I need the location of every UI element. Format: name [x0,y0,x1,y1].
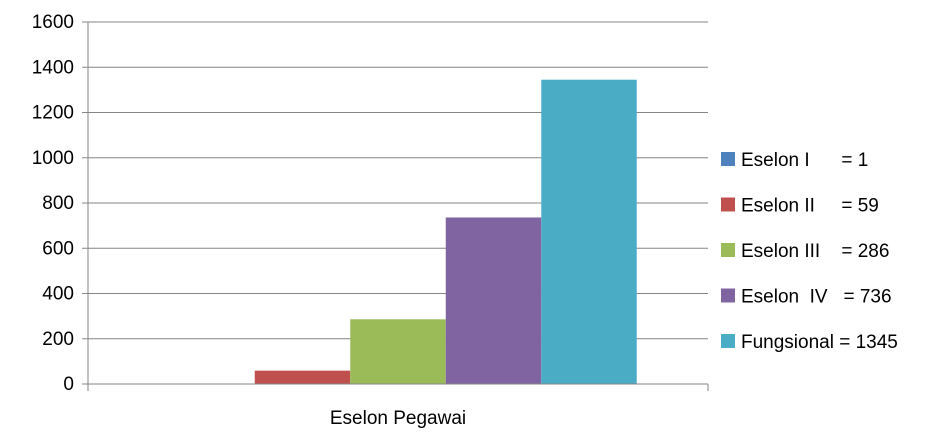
legend-label-2: Eselon II = 59 [741,196,879,217]
axes [87,22,709,391]
y-tick-label: 600 [42,238,74,259]
y-tick-label: 400 [42,284,74,305]
legend-swatch-3 [721,243,735,257]
bar-3 [350,319,446,384]
y-tick-label: 800 [42,193,74,214]
legend-swatch-4 [721,288,735,303]
legend-label-5: Fungsional = 1345 [741,332,898,353]
y-tick-label: 0 [63,374,74,395]
legend-label-3: Eselon III = 286 [741,241,889,262]
legend-swatch-1 [721,152,735,166]
y-tick-label: 1400 [32,57,74,78]
y-axis-ticks: 0 200 400 600 800 1000 1200 1400 1600 [32,12,88,395]
gridlines [88,21,708,340]
bar-5 [541,79,637,384]
y-tick-label: 200 [42,329,74,350]
x-category-label: Eselon Pegawai [330,408,466,429]
legend-swatch-5 [721,334,735,348]
legend-label-4: Eselon IV = 736 [741,287,892,308]
bar-2 [254,370,351,384]
legend: Eselon I = 1 Eselon II = 59 Eselon III = 2… [721,150,898,353]
legend-swatch-2 [721,197,735,212]
y-tick-label: 1200 [32,103,74,124]
y-tick-label: 1600 [32,12,74,33]
bars [159,79,637,385]
x-axis-labels: Eselon Pegawai [330,408,466,429]
bar-4 [445,217,542,384]
y-tick-label: 1000 [32,148,74,169]
legend-label-1: Eselon I = 1 [741,150,868,171]
